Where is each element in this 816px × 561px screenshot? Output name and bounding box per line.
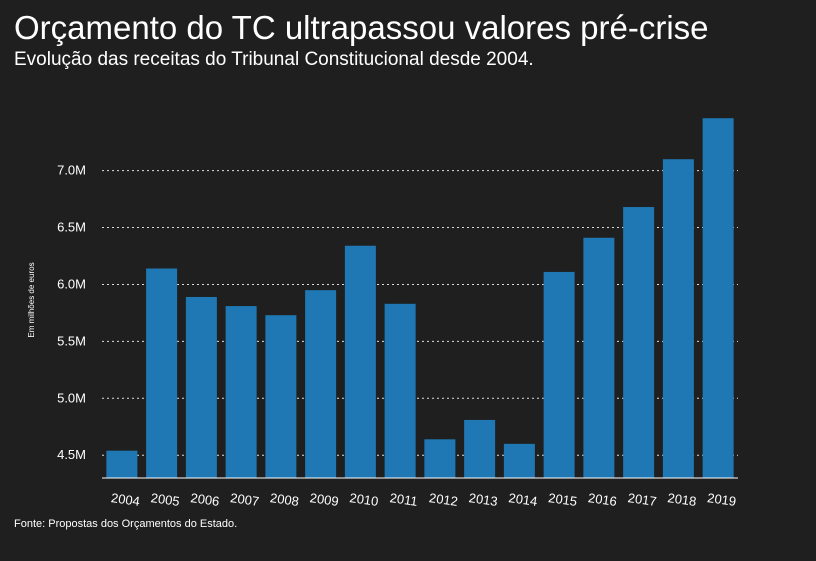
y-axis-label: Em milhões de euros — [27, 262, 36, 337]
x-tick-label: 2008 — [269, 490, 300, 509]
bars — [106, 118, 734, 479]
y-tick-label: 7.0M — [57, 163, 86, 178]
x-tick-label: 2010 — [349, 490, 380, 509]
bar — [265, 315, 297, 478]
x-tick-label: 2019 — [706, 490, 737, 509]
x-tick-label: 2013 — [468, 490, 499, 509]
bar — [146, 268, 178, 478]
bar — [225, 306, 257, 478]
chart-title: Orçamento do TC ultrapassou valores pré-… — [14, 9, 709, 46]
y-tick-label: 6.0M — [57, 276, 86, 291]
x-tick-label: 2009 — [309, 490, 340, 509]
y-axis-ticks: 4.5M 5.0M 5.5M 6.0M 6.5M 7.0M — [57, 163, 86, 463]
x-tick-label: 2017 — [627, 490, 658, 509]
chart-subtitle: Evolução das receitas do Tribunal Consti… — [14, 49, 534, 70]
source-note: Fonte: Propostas dos Orçamentos do Estad… — [14, 518, 238, 530]
bar — [185, 296, 217, 478]
x-tick-label: 2016 — [587, 490, 618, 509]
x-tick-label: 2006 — [190, 490, 221, 509]
bar — [464, 419, 496, 478]
bar — [702, 118, 734, 479]
y-tick-label: 5.0M — [57, 390, 86, 405]
bar — [305, 290, 337, 478]
x-tick-label: 2012 — [428, 490, 459, 509]
x-axis-ticks: 2004 2005 2006 2007 2008 2009 2010 2011 2012 2013… — [110, 490, 737, 509]
x-tick-label: 2007 — [229, 490, 260, 509]
bar — [106, 450, 138, 478]
x-tick-label: 2014 — [508, 490, 539, 509]
bar — [384, 303, 416, 478]
y-tick-label: 4.5M — [57, 447, 86, 462]
y-tick-label: 6.5M — [57, 220, 86, 235]
bar — [623, 207, 655, 478]
x-tick-label: 2011 — [389, 490, 419, 509]
bar — [662, 159, 694, 478]
x-tick-label: 2005 — [150, 490, 181, 509]
bar — [344, 245, 376, 478]
x-tick-label: 2018 — [667, 490, 698, 509]
bar — [503, 443, 535, 478]
x-tick-label: 2004 — [110, 490, 141, 509]
x-tick-label: 2015 — [547, 490, 578, 509]
y-tick-label: 5.5M — [57, 333, 86, 348]
bar — [424, 439, 456, 478]
bar — [583, 237, 615, 478]
bar — [543, 271, 575, 478]
